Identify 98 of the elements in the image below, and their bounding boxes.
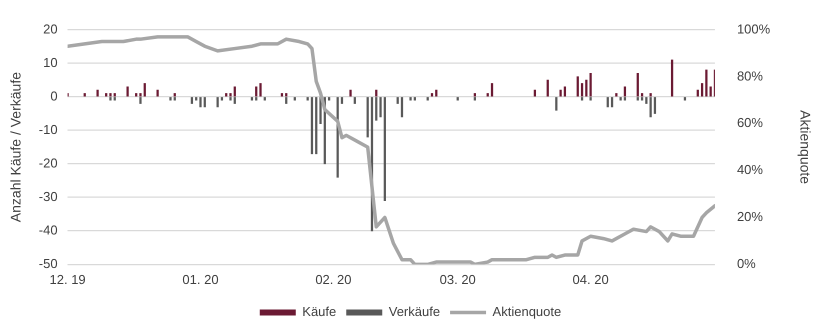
x-tick-label: 04. 20 xyxy=(572,272,609,287)
y2-tick-label: 20% xyxy=(736,209,764,224)
x-tick-label: 03. 20 xyxy=(440,272,476,287)
bar xyxy=(328,97,330,101)
bar xyxy=(234,97,236,104)
bar xyxy=(255,86,258,97)
bar xyxy=(294,97,296,101)
bar xyxy=(636,73,639,97)
bar xyxy=(285,97,288,104)
bar xyxy=(620,97,622,101)
y-tick-label: 20 xyxy=(43,21,58,36)
y-axis-title: Anzahl Käufe / Verkäufe xyxy=(7,72,24,222)
bar xyxy=(615,93,618,97)
bar xyxy=(624,97,626,101)
bar xyxy=(696,90,699,97)
bar xyxy=(379,97,382,118)
y-tick-label: 10 xyxy=(43,54,58,70)
x-tick-label: 12. 19 xyxy=(50,272,86,287)
bar xyxy=(409,97,412,101)
bar xyxy=(354,97,356,104)
bar xyxy=(114,93,116,97)
bar xyxy=(555,97,558,111)
bar xyxy=(645,97,648,104)
x-tick-label: 01. 20 xyxy=(182,272,219,287)
bar xyxy=(375,97,378,121)
y-tick-label: -10 xyxy=(38,122,58,137)
bar xyxy=(684,97,686,101)
bar xyxy=(650,93,652,97)
bar xyxy=(255,97,258,101)
y-tick-label: -30 xyxy=(38,188,58,204)
y2-axis-title: Aktienquote xyxy=(798,110,814,184)
bar xyxy=(315,97,318,154)
bar xyxy=(144,83,146,97)
bar xyxy=(216,97,219,108)
bar xyxy=(486,93,489,97)
bar xyxy=(456,97,459,101)
bar xyxy=(220,97,224,101)
bar xyxy=(229,93,232,97)
bar xyxy=(589,73,592,97)
bar xyxy=(340,97,344,104)
bar xyxy=(174,97,176,101)
bar xyxy=(190,97,194,104)
y-tick-label: -40 xyxy=(38,222,58,238)
bar xyxy=(195,97,198,101)
bar xyxy=(585,80,588,97)
bar xyxy=(710,86,712,97)
x-tick-label: 02. 20 xyxy=(315,272,352,287)
bar xyxy=(414,97,416,101)
bar xyxy=(384,97,386,202)
bar xyxy=(174,93,176,97)
bar xyxy=(84,93,86,97)
bar xyxy=(135,93,138,97)
bar xyxy=(375,90,378,97)
bar xyxy=(109,97,112,101)
bar xyxy=(285,93,288,97)
bar xyxy=(204,97,206,108)
bar xyxy=(576,76,579,97)
bar xyxy=(109,93,112,97)
bar xyxy=(250,97,254,101)
bar xyxy=(435,90,438,97)
bar xyxy=(280,93,284,97)
y-tick-label: -50 xyxy=(38,256,58,271)
y2-tick-label: 100% xyxy=(736,21,771,36)
bar xyxy=(366,97,369,138)
bar xyxy=(474,97,476,101)
bar xyxy=(229,97,232,101)
y2-tick-label: 80% xyxy=(736,68,764,84)
bar xyxy=(606,97,609,108)
bar xyxy=(546,80,549,97)
bar xyxy=(400,97,404,118)
legend-label: Aktienquote xyxy=(492,304,562,320)
bar xyxy=(650,97,652,118)
y2-tick-label: 0% xyxy=(736,256,756,271)
bar xyxy=(169,97,172,101)
bar xyxy=(139,97,142,104)
bar xyxy=(105,93,108,97)
bar xyxy=(580,97,584,101)
bar xyxy=(306,97,309,101)
bar xyxy=(264,97,266,101)
bar xyxy=(705,70,708,97)
bar xyxy=(589,97,592,101)
bar xyxy=(234,86,236,97)
legend-label: Verkäufe xyxy=(388,304,440,320)
y2-tick-label: 60% xyxy=(736,115,764,130)
bar xyxy=(426,97,429,101)
legend-label: Käufe xyxy=(302,304,336,320)
bar xyxy=(430,93,434,97)
bar xyxy=(225,93,228,97)
y-tick-label: 0 xyxy=(50,88,58,104)
y-tick-label: -20 xyxy=(38,155,58,170)
bar xyxy=(396,97,399,104)
bar xyxy=(636,97,639,101)
bar xyxy=(474,93,476,97)
bar xyxy=(114,97,116,101)
bar xyxy=(139,93,142,97)
bar xyxy=(640,93,644,97)
y2-tick-label: 40% xyxy=(736,162,764,178)
bar xyxy=(640,97,644,101)
